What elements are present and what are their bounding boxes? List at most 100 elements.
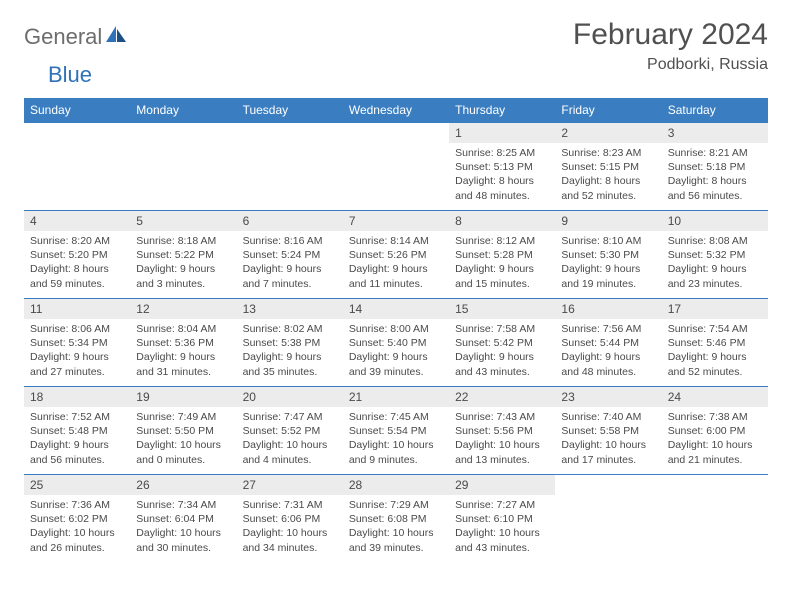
calendar-header-row: SundayMondayTuesdayWednesdayThursdayFrid… <box>24 98 768 123</box>
calendar-cell: 17Sunrise: 7:54 AMSunset: 5:46 PMDayligh… <box>662 299 768 387</box>
day-number: 12 <box>130 299 236 319</box>
calendar-cell: 22Sunrise: 7:43 AMSunset: 5:56 PMDayligh… <box>449 387 555 475</box>
day-details: Sunrise: 7:38 AMSunset: 6:00 PMDaylight:… <box>662 407 768 473</box>
logo-text-blue: Blue <box>48 62 92 88</box>
calendar-cell: 14Sunrise: 8:00 AMSunset: 5:40 PMDayligh… <box>343 299 449 387</box>
day-details: Sunrise: 7:36 AMSunset: 6:02 PMDaylight:… <box>24 495 130 561</box>
day-number: 19 <box>130 387 236 407</box>
day-number: 28 <box>343 475 449 495</box>
calendar-cell <box>555 475 661 563</box>
calendar-cell: 10Sunrise: 8:08 AMSunset: 5:32 PMDayligh… <box>662 211 768 299</box>
logo-text-general: General <box>24 24 102 50</box>
day-number: 18 <box>24 387 130 407</box>
day-details: Sunrise: 7:29 AMSunset: 6:08 PMDaylight:… <box>343 495 449 561</box>
calendar-cell: 15Sunrise: 7:58 AMSunset: 5:42 PMDayligh… <box>449 299 555 387</box>
calendar-cell: 13Sunrise: 8:02 AMSunset: 5:38 PMDayligh… <box>237 299 343 387</box>
day-header: Thursday <box>449 98 555 123</box>
day-details: Sunrise: 7:52 AMSunset: 5:48 PMDaylight:… <box>24 407 130 473</box>
calendar-cell: 7Sunrise: 8:14 AMSunset: 5:26 PMDaylight… <box>343 211 449 299</box>
day-number: 27 <box>237 475 343 495</box>
calendar-cell <box>662 475 768 563</box>
day-number: 22 <box>449 387 555 407</box>
day-details: Sunrise: 7:49 AMSunset: 5:50 PMDaylight:… <box>130 407 236 473</box>
day-header: Monday <box>130 98 236 123</box>
day-details: Sunrise: 8:23 AMSunset: 5:15 PMDaylight:… <box>555 143 661 209</box>
calendar-cell <box>343 123 449 211</box>
calendar-cell: 18Sunrise: 7:52 AMSunset: 5:48 PMDayligh… <box>24 387 130 475</box>
day-number: 21 <box>343 387 449 407</box>
day-number: 17 <box>662 299 768 319</box>
calendar-cell: 4Sunrise: 8:20 AMSunset: 5:20 PMDaylight… <box>24 211 130 299</box>
day-number: 1 <box>449 123 555 143</box>
calendar-table: SundayMondayTuesdayWednesdayThursdayFrid… <box>24 98 768 563</box>
day-details: Sunrise: 7:31 AMSunset: 6:06 PMDaylight:… <box>237 495 343 561</box>
day-number: 16 <box>555 299 661 319</box>
day-number: 3 <box>662 123 768 143</box>
day-header: Sunday <box>24 98 130 123</box>
day-details: Sunrise: 7:58 AMSunset: 5:42 PMDaylight:… <box>449 319 555 385</box>
calendar-week-row: 18Sunrise: 7:52 AMSunset: 5:48 PMDayligh… <box>24 387 768 475</box>
calendar-cell: 2Sunrise: 8:23 AMSunset: 5:15 PMDaylight… <box>555 123 661 211</box>
calendar-cell <box>130 123 236 211</box>
calendar-cell: 5Sunrise: 8:18 AMSunset: 5:22 PMDaylight… <box>130 211 236 299</box>
day-details: Sunrise: 8:18 AMSunset: 5:22 PMDaylight:… <box>130 231 236 297</box>
calendar-week-row: 1Sunrise: 8:25 AMSunset: 5:13 PMDaylight… <box>24 123 768 211</box>
calendar-cell: 29Sunrise: 7:27 AMSunset: 6:10 PMDayligh… <box>449 475 555 563</box>
day-number: 13 <box>237 299 343 319</box>
day-details: Sunrise: 8:21 AMSunset: 5:18 PMDaylight:… <box>662 143 768 209</box>
month-title: February 2024 <box>573 18 768 52</box>
day-details: Sunrise: 7:45 AMSunset: 5:54 PMDaylight:… <box>343 407 449 473</box>
day-header: Tuesday <box>237 98 343 123</box>
day-details: Sunrise: 8:04 AMSunset: 5:36 PMDaylight:… <box>130 319 236 385</box>
calendar-cell: 24Sunrise: 7:38 AMSunset: 6:00 PMDayligh… <box>662 387 768 475</box>
calendar-cell: 21Sunrise: 7:45 AMSunset: 5:54 PMDayligh… <box>343 387 449 475</box>
day-details: Sunrise: 7:56 AMSunset: 5:44 PMDaylight:… <box>555 319 661 385</box>
logo-sail-icon <box>106 26 128 49</box>
calendar-cell <box>24 123 130 211</box>
calendar-cell: 28Sunrise: 7:29 AMSunset: 6:08 PMDayligh… <box>343 475 449 563</box>
calendar-cell: 12Sunrise: 8:04 AMSunset: 5:36 PMDayligh… <box>130 299 236 387</box>
day-details: Sunrise: 7:27 AMSunset: 6:10 PMDaylight:… <box>449 495 555 561</box>
calendar-cell: 27Sunrise: 7:31 AMSunset: 6:06 PMDayligh… <box>237 475 343 563</box>
calendar-week-row: 11Sunrise: 8:06 AMSunset: 5:34 PMDayligh… <box>24 299 768 387</box>
day-header: Wednesday <box>343 98 449 123</box>
day-details: Sunrise: 7:43 AMSunset: 5:56 PMDaylight:… <box>449 407 555 473</box>
day-header: Saturday <box>662 98 768 123</box>
day-details: Sunrise: 8:20 AMSunset: 5:20 PMDaylight:… <box>24 231 130 297</box>
calendar-cell: 6Sunrise: 8:16 AMSunset: 5:24 PMDaylight… <box>237 211 343 299</box>
location-label: Podborki, Russia <box>573 56 768 74</box>
day-number: 15 <box>449 299 555 319</box>
calendar-week-row: 4Sunrise: 8:20 AMSunset: 5:20 PMDaylight… <box>24 211 768 299</box>
calendar-cell: 16Sunrise: 7:56 AMSunset: 5:44 PMDayligh… <box>555 299 661 387</box>
calendar-week-row: 25Sunrise: 7:36 AMSunset: 6:02 PMDayligh… <box>24 475 768 563</box>
calendar-cell: 9Sunrise: 8:10 AMSunset: 5:30 PMDaylight… <box>555 211 661 299</box>
calendar-cell: 23Sunrise: 7:40 AMSunset: 5:58 PMDayligh… <box>555 387 661 475</box>
calendar-body: 1Sunrise: 8:25 AMSunset: 5:13 PMDaylight… <box>24 123 768 563</box>
day-number: 11 <box>24 299 130 319</box>
day-number: 20 <box>237 387 343 407</box>
day-number: 10 <box>662 211 768 231</box>
logo: General <box>24 18 130 50</box>
day-number: 26 <box>130 475 236 495</box>
calendar-cell: 8Sunrise: 8:12 AMSunset: 5:28 PMDaylight… <box>449 211 555 299</box>
calendar-cell: 25Sunrise: 7:36 AMSunset: 6:02 PMDayligh… <box>24 475 130 563</box>
calendar-cell: 20Sunrise: 7:47 AMSunset: 5:52 PMDayligh… <box>237 387 343 475</box>
day-details: Sunrise: 8:00 AMSunset: 5:40 PMDaylight:… <box>343 319 449 385</box>
day-details: Sunrise: 8:16 AMSunset: 5:24 PMDaylight:… <box>237 231 343 297</box>
day-header: Friday <box>555 98 661 123</box>
day-details: Sunrise: 7:54 AMSunset: 5:46 PMDaylight:… <box>662 319 768 385</box>
day-number: 23 <box>555 387 661 407</box>
calendar-page: General February 2024 Podborki, Russia B… <box>0 0 792 581</box>
title-block: February 2024 Podborki, Russia <box>573 18 768 74</box>
calendar-cell: 19Sunrise: 7:49 AMSunset: 5:50 PMDayligh… <box>130 387 236 475</box>
day-details: Sunrise: 7:40 AMSunset: 5:58 PMDaylight:… <box>555 407 661 473</box>
day-number: 24 <box>662 387 768 407</box>
calendar-cell: 3Sunrise: 8:21 AMSunset: 5:18 PMDaylight… <box>662 123 768 211</box>
day-details: Sunrise: 8:02 AMSunset: 5:38 PMDaylight:… <box>237 319 343 385</box>
day-number: 29 <box>449 475 555 495</box>
calendar-cell <box>237 123 343 211</box>
day-number: 25 <box>24 475 130 495</box>
day-details: Sunrise: 8:08 AMSunset: 5:32 PMDaylight:… <box>662 231 768 297</box>
calendar-cell: 26Sunrise: 7:34 AMSunset: 6:04 PMDayligh… <box>130 475 236 563</box>
day-number: 8 <box>449 211 555 231</box>
